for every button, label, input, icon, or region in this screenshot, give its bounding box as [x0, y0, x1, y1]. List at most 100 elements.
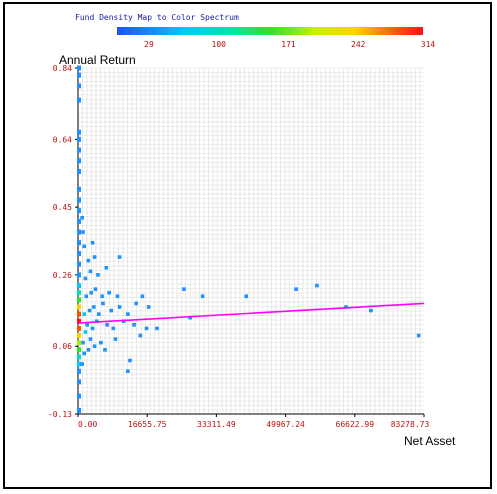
- data-point: [81, 230, 85, 234]
- y-tick-label: 0.64: [53, 135, 72, 144]
- data-point: [96, 312, 101, 316]
- y-tick-label: 0.06: [53, 342, 72, 351]
- data-point: [91, 305, 96, 309]
- data-point: [109, 308, 114, 313]
- density-cell: [77, 333, 81, 339]
- data-points: [80, 216, 421, 373]
- color-spectrum-tick-label: 242: [351, 40, 366, 49]
- data-point: [104, 265, 109, 270]
- data-point: [90, 240, 95, 245]
- data-point: [100, 294, 104, 299]
- color-spectrum-tick-label: 314: [420, 40, 436, 49]
- data-point: [244, 294, 249, 299]
- data-point: [82, 312, 87, 316]
- data-point: [146, 305, 151, 309]
- data-point: [83, 330, 88, 334]
- density-cell: [77, 97, 81, 103]
- data-point: [144, 326, 149, 331]
- color-spectrum-bar: [117, 27, 423, 35]
- density-cell: [77, 147, 81, 153]
- data-point: [80, 216, 84, 220]
- density-cell: [77, 340, 81, 346]
- density-cell: [77, 347, 81, 353]
- density-cell: [77, 158, 81, 164]
- x-tick-label: 49967.24: [266, 420, 305, 429]
- density-cell: [77, 65, 81, 71]
- data-point: [294, 287, 298, 291]
- data-point: [88, 337, 93, 341]
- density-cell: [77, 72, 81, 78]
- x-tick-label: 33311.49: [197, 420, 236, 429]
- data-point: [113, 337, 118, 341]
- color-spectrum-tick-label: 171: [281, 40, 296, 49]
- density-cell: [77, 240, 81, 246]
- density-cell: [77, 186, 81, 192]
- density-cell: [77, 361, 81, 367]
- data-point: [101, 301, 105, 306]
- data-point: [82, 244, 87, 249]
- data-point: [117, 255, 122, 259]
- x-tick-label: 16655.75: [128, 420, 167, 429]
- data-point: [80, 362, 84, 366]
- density-cell: [77, 272, 81, 278]
- data-point: [126, 369, 130, 373]
- data-point: [188, 315, 192, 320]
- data-point: [344, 305, 348, 309]
- data-point: [96, 273, 100, 277]
- data-point: [416, 333, 421, 338]
- x-tick-label: 0.00: [78, 420, 97, 429]
- density-cell: [77, 304, 81, 310]
- y-axis-ticks: -0.13 0.06 0.26 0.45 0.64 0.84: [48, 64, 78, 419]
- density-cell: [77, 290, 81, 296]
- density-cell: [77, 261, 81, 267]
- data-point: [93, 287, 98, 291]
- data-point: [86, 347, 91, 352]
- data-point: [107, 290, 111, 295]
- data-point: [182, 287, 186, 291]
- density-cell: [77, 168, 81, 174]
- density-cell: [77, 283, 81, 289]
- trend-line-group: [77, 302, 425, 324]
- density-cell: [77, 129, 81, 135]
- data-point: [111, 326, 116, 331]
- data-point: [90, 326, 95, 331]
- density-strip: [77, 65, 81, 413]
- y-tick-label: 0.26: [53, 271, 72, 280]
- density-cell: [77, 407, 81, 413]
- density-cell: [77, 318, 81, 324]
- color-spectrum-tick-label: 29: [144, 40, 154, 49]
- y-tick-label: -0.13: [48, 410, 72, 419]
- data-point: [84, 294, 89, 299]
- density-cell: [77, 354, 81, 360]
- legend-title: Fund Density Map to Color Spectrum: [75, 13, 239, 22]
- data-point: [105, 323, 109, 327]
- density-cell: [77, 250, 81, 256]
- density-cell: [77, 197, 81, 203]
- data-point: [86, 258, 91, 263]
- color-spectrum-tick-label: 100: [211, 40, 226, 49]
- density-cell: [77, 325, 81, 331]
- trend-line: [77, 302, 425, 324]
- y-tick-label: 0.84: [53, 64, 72, 73]
- density-cell: [77, 368, 81, 374]
- density-cell: [77, 393, 81, 399]
- data-point: [315, 283, 319, 288]
- density-cell: [77, 208, 81, 214]
- density-cell: [77, 311, 81, 317]
- data-point: [126, 312, 130, 316]
- density-cell: [77, 379, 81, 385]
- density-cell: [77, 218, 81, 224]
- data-point: [81, 340, 85, 345]
- data-point: [140, 294, 145, 299]
- data-point: [155, 326, 159, 331]
- x-tick-label: 66622.99: [336, 420, 375, 429]
- data-point: [117, 305, 122, 309]
- y-tick-label: 0.45: [53, 203, 72, 212]
- data-point: [99, 340, 103, 345]
- density-cell: [77, 83, 81, 89]
- x-axis-ticks: 0.00 16655.75 33311.49 49967.24 66622.99 8327…: [77, 414, 430, 429]
- density-cell: [77, 229, 81, 235]
- x-tick-label: 83278.73: [391, 420, 430, 429]
- y-axis-label: Annual Return: [59, 53, 136, 67]
- density-cell: [77, 297, 81, 303]
